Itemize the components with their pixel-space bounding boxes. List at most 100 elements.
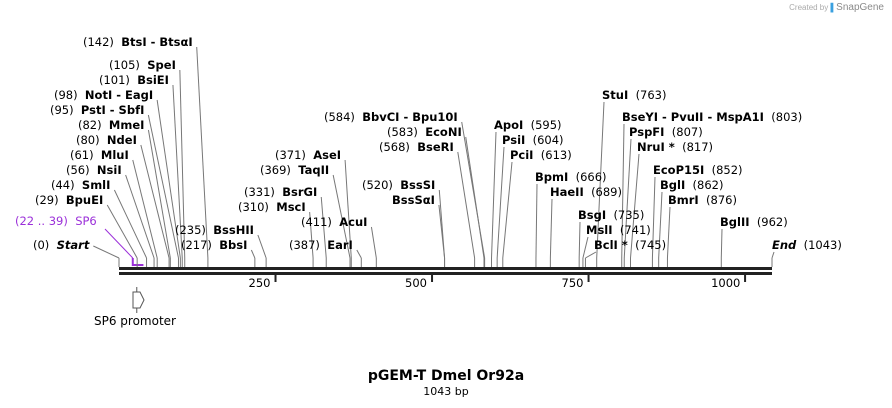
ruler-tick-label: 750: [561, 276, 584, 290]
site-connector: [535, 183, 538, 259]
site-connector: [596, 101, 605, 259]
site-connector: [502, 161, 513, 259]
site-connector: [658, 191, 663, 259]
site-connector: [147, 129, 171, 259]
site-label-bsrgi[interactable]: (331) BsrGI: [244, 185, 318, 199]
site-label-psti-sbfi[interactable]: (95) PstI - SbfI: [50, 103, 145, 117]
promoter-arrow-icon[interactable]: [132, 291, 145, 309]
site-label-asei[interactable]: (371) AseI: [275, 148, 342, 162]
site-label-bpmi[interactable]: BpmI (666): [535, 170, 607, 184]
site-label-mmei[interactable]: (82) MmeI: [78, 118, 145, 132]
site-label-bgli[interactable]: BglI (862): [660, 178, 724, 192]
ruler-tick: [431, 275, 434, 282]
site-label-ecop15i[interactable]: EcoP15I (852): [653, 163, 743, 177]
site-label-ndei[interactable]: (80) NdeI: [76, 133, 137, 147]
site-label-bseri[interactable]: (568) BseRI: [379, 140, 454, 154]
site-connector: [132, 159, 158, 259]
site-label-psii[interactable]: PsiI (604): [502, 133, 564, 147]
ruler-tick: [744, 275, 747, 282]
site-connector: [179, 69, 186, 259]
site-connector: [621, 123, 625, 259]
site-label-bseyi-pvuii-mspa1i[interactable]: BseYI - PvuII - MspA1I (803): [622, 110, 803, 124]
snapgene-credit: Created by ▌SnapGene: [789, 2, 884, 13]
site-label-bglii[interactable]: BglII (962): [720, 215, 788, 229]
site-connector: [320, 196, 327, 259]
site-label-bsgi[interactable]: BsgI (735): [578, 208, 645, 222]
snapgene-logo-icon: ▌: [830, 3, 837, 12]
ruler-tick-label: 500: [405, 276, 427, 290]
site-connector: [356, 249, 362, 259]
feature-label-sp6-promoter[interactable]: SP6 promoter: [94, 314, 176, 328]
backbone-bottom-strand: [119, 272, 772, 275]
site-connector: [457, 151, 476, 259]
site-connector: [720, 228, 723, 259]
site-label-haeii[interactable]: HaeII (689): [550, 185, 622, 199]
site-label-start[interactable]: (0) Start: [33, 238, 90, 252]
site-label-eari[interactable]: (387) EarI: [289, 238, 353, 252]
site-connector: [630, 153, 640, 259]
site-connector: [491, 131, 497, 259]
site-connector: [461, 121, 486, 259]
site-connector: [147, 114, 179, 259]
site-connector: [309, 211, 314, 259]
site-label-bpuei[interactable]: (29) BpuEI: [35, 193, 104, 207]
site-connector: [196, 46, 209, 259]
site-connector: [771, 251, 775, 259]
site-label-bbsi[interactable]: (217) BbsI: [181, 238, 248, 252]
site-connector: [125, 174, 155, 259]
sequence-length: 1043 bp: [423, 385, 469, 398]
site-connector: [140, 144, 170, 259]
site-label-bsss-i[interactable]: BssSαI: [392, 193, 435, 207]
site-label-stui[interactable]: StuI (763): [602, 88, 667, 102]
site-connector: [156, 99, 181, 259]
site-label-bsssi[interactable]: (520) BssSI: [362, 178, 436, 192]
ruler-tick-label: 1000: [711, 276, 741, 290]
ruler-tick-label: 250: [248, 276, 271, 290]
site-connector: [438, 204, 446, 259]
site-connector: [172, 84, 183, 259]
site-connector: [582, 236, 589, 259]
site-connector: [585, 251, 597, 259]
site-label-taqii[interactable]: (369) TaqII: [260, 163, 330, 177]
site-label-msli[interactable]: MslI (741): [586, 223, 651, 237]
site-label-smli[interactable]: (44) SmlI: [51, 178, 111, 192]
site-connector: [344, 159, 352, 259]
site-label-bbvci-bpu10i[interactable]: (584) BbvCI - Bpu10I: [324, 110, 458, 124]
site-label-bsshii[interactable]: (235) BssHII: [175, 223, 254, 237]
site-connector: [257, 234, 267, 259]
site-connector: [651, 176, 656, 259]
site-label-econi[interactable]: (583) EcoNI: [387, 125, 462, 139]
site-label-bcli-[interactable]: BclI * (745): [594, 238, 667, 252]
site-label-acui[interactable]: (411) AcuI: [301, 215, 368, 229]
site-connector: [623, 138, 632, 259]
map-title: pGEM-T Dmel Or92a: [367, 368, 525, 384]
site-connector: [332, 174, 351, 259]
site-label-bmri[interactable]: BmrI (876): [668, 193, 737, 207]
site-label-bsiei[interactable]: (101) BsiEI: [99, 73, 169, 87]
ruler-tick: [587, 275, 590, 282]
primer-label-sp6[interactable]: (22 .. 39) SP6: [15, 214, 97, 228]
site-label-pspfi[interactable]: PspFI (807): [629, 125, 703, 139]
sp6-primer-arrow[interactable]: [131, 258, 144, 266]
site-connector: [370, 226, 377, 259]
site-label-noti-eagi[interactable]: (98) NotI - EagI: [54, 88, 154, 102]
site-connector: [666, 206, 671, 259]
site-label-mlui[interactable]: (61) MluI: [70, 148, 129, 162]
site-label-msci[interactable]: (310) MscI: [238, 200, 306, 214]
site-label-pcii[interactable]: PciI (613): [510, 148, 572, 162]
ruler-tick: [274, 275, 277, 282]
site-label-btsi-bts-i[interactable]: (142) BtsI - BtsαI: [83, 35, 193, 49]
site-connector: [113, 189, 147, 259]
site-connector: [250, 249, 256, 259]
site-label-spei[interactable]: (105) SpeI: [109, 58, 176, 72]
site-connector: [496, 146, 505, 259]
backbone-top-strand: [119, 267, 772, 270]
site-label-end[interactable]: End (1043): [772, 238, 842, 252]
site-connector: [106, 204, 138, 259]
site-label-nsii[interactable]: (56) NsiI: [66, 163, 122, 177]
site-label-nrui-[interactable]: NruI * (817): [637, 140, 714, 154]
site-label-apoi[interactable]: ApoI (595): [494, 118, 562, 132]
site-connector: [578, 221, 581, 259]
